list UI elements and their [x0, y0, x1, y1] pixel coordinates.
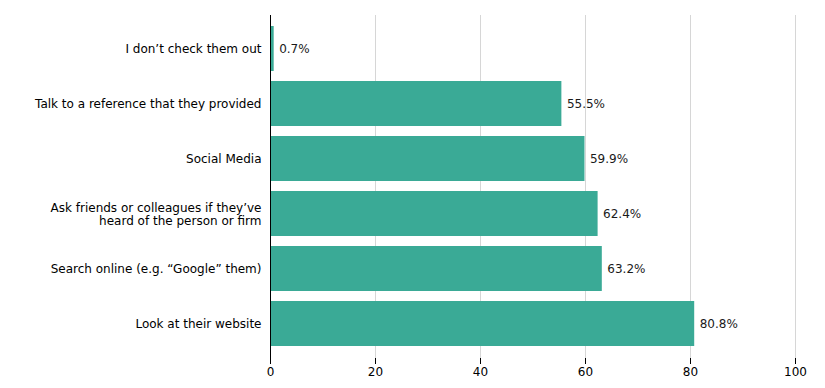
svg-text:63.2%: 63.2%	[607, 262, 645, 276]
svg-text:59.9%: 59.9%	[590, 152, 628, 166]
svg-text:80.8%: 80.8%	[700, 317, 738, 331]
svg-text:Search online (e.g. “Google” t: Search online (e.g. “Google” them)	[51, 262, 262, 276]
svg-text:Talk to a reference that they: Talk to a reference that they provided	[34, 97, 261, 111]
svg-text:0.7%: 0.7%	[279, 42, 310, 56]
svg-text:55.5%: 55.5%	[567, 97, 605, 111]
svg-text:Look at their website: Look at their website	[135, 317, 261, 331]
svg-text:80: 80	[683, 365, 698, 379]
svg-text:Social Media: Social Media	[186, 152, 261, 166]
svg-text:20: 20	[368, 365, 383, 379]
svg-text:I don’t check them out: I don’t check them out	[125, 42, 261, 56]
svg-text:40: 40	[473, 365, 488, 379]
svg-text:100: 100	[784, 365, 807, 379]
svg-text:0: 0	[267, 365, 275, 379]
svg-text:62.4%: 62.4%	[603, 207, 641, 221]
svg-text:Ask friends or colleagues if t: Ask friends or colleagues if they’vehear…	[51, 201, 262, 228]
svg-text:60: 60	[578, 365, 593, 379]
